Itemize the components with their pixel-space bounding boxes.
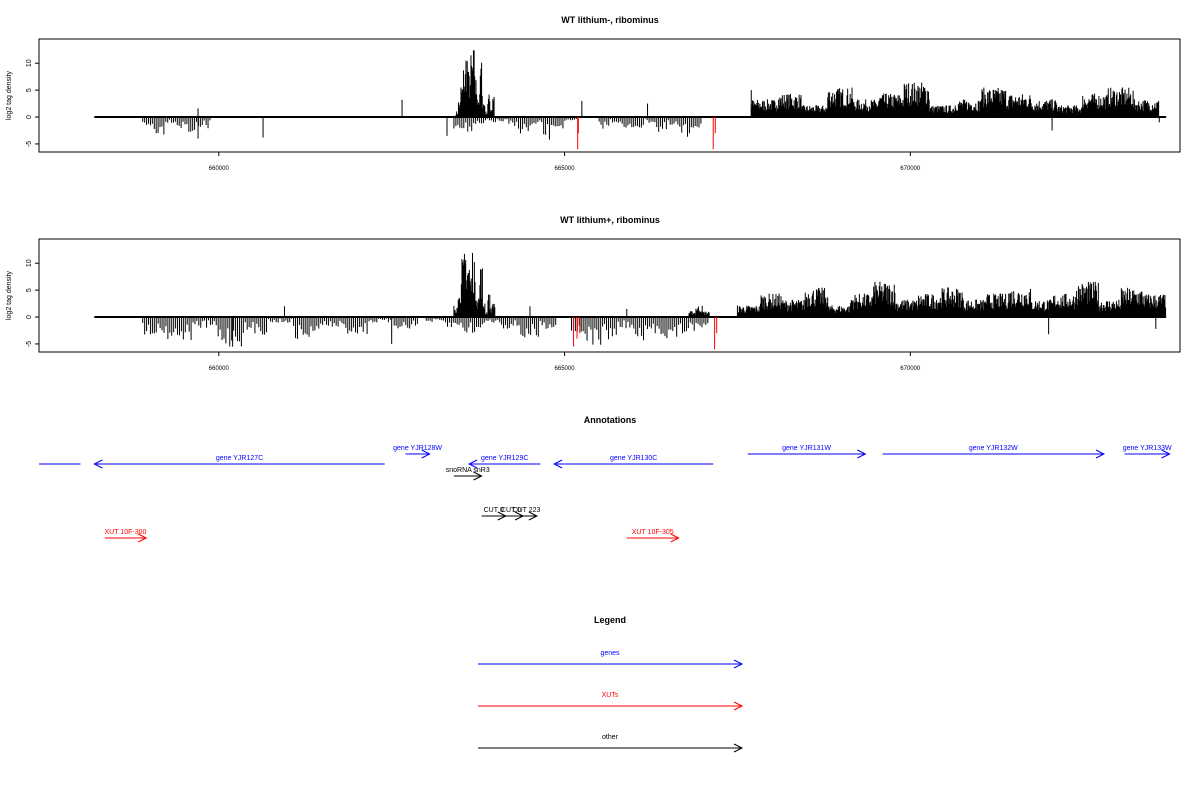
annotation-label: gene YJR130C: [610, 455, 657, 462]
plot-frame: [38, 38, 1181, 153]
x-tick-label: 670000: [900, 366, 921, 372]
annotation-feature: XUT 10F-300: [104, 529, 148, 543]
annotation-feature: gene YJR133W: [1123, 445, 1172, 459]
annotation-arrowhead: [137, 533, 148, 543]
y-tick-label: 0: [26, 115, 33, 119]
legend-item: XUTs: [478, 692, 744, 711]
annotation-label: gene YJR127C: [216, 455, 263, 462]
x-tick-label: 665000: [555, 366, 576, 372]
x-tick-label: 670000: [900, 166, 921, 172]
annotation-label: CUT 0: [484, 507, 504, 514]
plot-frame: [38, 238, 1181, 353]
annotation-arrowhead: [468, 459, 478, 469]
annotation-feature: CUT 223: [513, 507, 541, 521]
annotation-arrowhead: [93, 459, 103, 469]
y-tick-label: -5: [26, 141, 33, 147]
annotation-arrowhead: [857, 449, 867, 459]
annotation-feature: gene YJR130C: [553, 455, 714, 469]
legend-arrowhead: [733, 701, 744, 711]
x-tick-label: 660000: [209, 366, 230, 372]
legend-arrowhead: [733, 659, 744, 669]
legend-item: other: [478, 734, 744, 753]
annotation-arrowhead: [553, 459, 563, 469]
annotation-label: gene YJR132W: [969, 445, 1018, 452]
annotation-label: CUT 0: [501, 507, 521, 514]
legend-label: other: [602, 734, 619, 741]
annotation-label: snoRNA snR3: [446, 467, 490, 474]
legend-item: genes: [478, 650, 744, 669]
chart-title: WT lithium+, ribominus: [560, 215, 660, 225]
annotation-arrowhead: [1161, 449, 1171, 459]
annotation-label: gene YJR129C: [481, 455, 528, 462]
legend-title: Legend: [594, 615, 626, 625]
annotation-feature: gene YJR131W: [747, 445, 867, 459]
y-tick-label: 10: [26, 59, 33, 67]
annotation-feature: snoRNA snR3: [446, 467, 490, 481]
annotation-feature: gene YJR132W: [882, 445, 1106, 459]
chart-panel-2: WT lithium+, ribominus log2 tag density -5…: [6, 215, 1181, 372]
annotation-arrowhead: [528, 511, 539, 521]
annotation-feature: gene YJR127C: [93, 455, 385, 469]
annotation-label: gene YJR131W: [782, 445, 831, 452]
annotation-label: CUT 223: [513, 507, 541, 514]
legend-label: XUTs: [602, 692, 619, 699]
legend-arrowhead: [733, 743, 744, 753]
y-axis-label: log2 tag density: [6, 270, 13, 320]
y-tick-label: -5: [26, 341, 33, 347]
annotation-label: gene YJR133W: [1123, 445, 1172, 452]
annotation-feature: XUT 10F-305: [626, 529, 680, 543]
annotation-feature: gene YJR129C: [468, 455, 541, 469]
y-tick-label: 0: [26, 315, 33, 319]
annotation-arrowhead: [421, 449, 431, 459]
annotation-arrowhead: [1095, 449, 1106, 459]
y-axis-label: log2 tag density: [6, 70, 13, 120]
x-tick-label: 660000: [209, 166, 230, 172]
y-tick-label: 5: [26, 88, 33, 92]
annotation-label: XUT 10F-300: [104, 529, 146, 536]
annotation-label: XUT 10F-305: [632, 529, 674, 536]
chart-panel-1: WT lithium-, ribominus log2 tag density -5…: [6, 15, 1181, 172]
y-tick-label: 5: [26, 288, 33, 292]
annotation-feature: gene YJR128W: [393, 445, 442, 459]
legend-label: genes: [600, 650, 620, 657]
annotation-label: gene YJR128W: [393, 445, 442, 452]
x-tick-label: 665000: [555, 166, 576, 172]
annotations-title: Annotations: [584, 415, 637, 425]
chart-title: WT lithium-, ribominus: [561, 15, 659, 25]
annotation-arrowhead: [670, 533, 680, 543]
annotations-panel: Annotations gene YJR127C gene YJR128W snoRN…: [39, 415, 1172, 543]
legend: Legend genes XUTs other: [478, 615, 744, 753]
y-tick-label: 10: [26, 259, 33, 267]
annotation-arrowhead: [473, 471, 483, 481]
